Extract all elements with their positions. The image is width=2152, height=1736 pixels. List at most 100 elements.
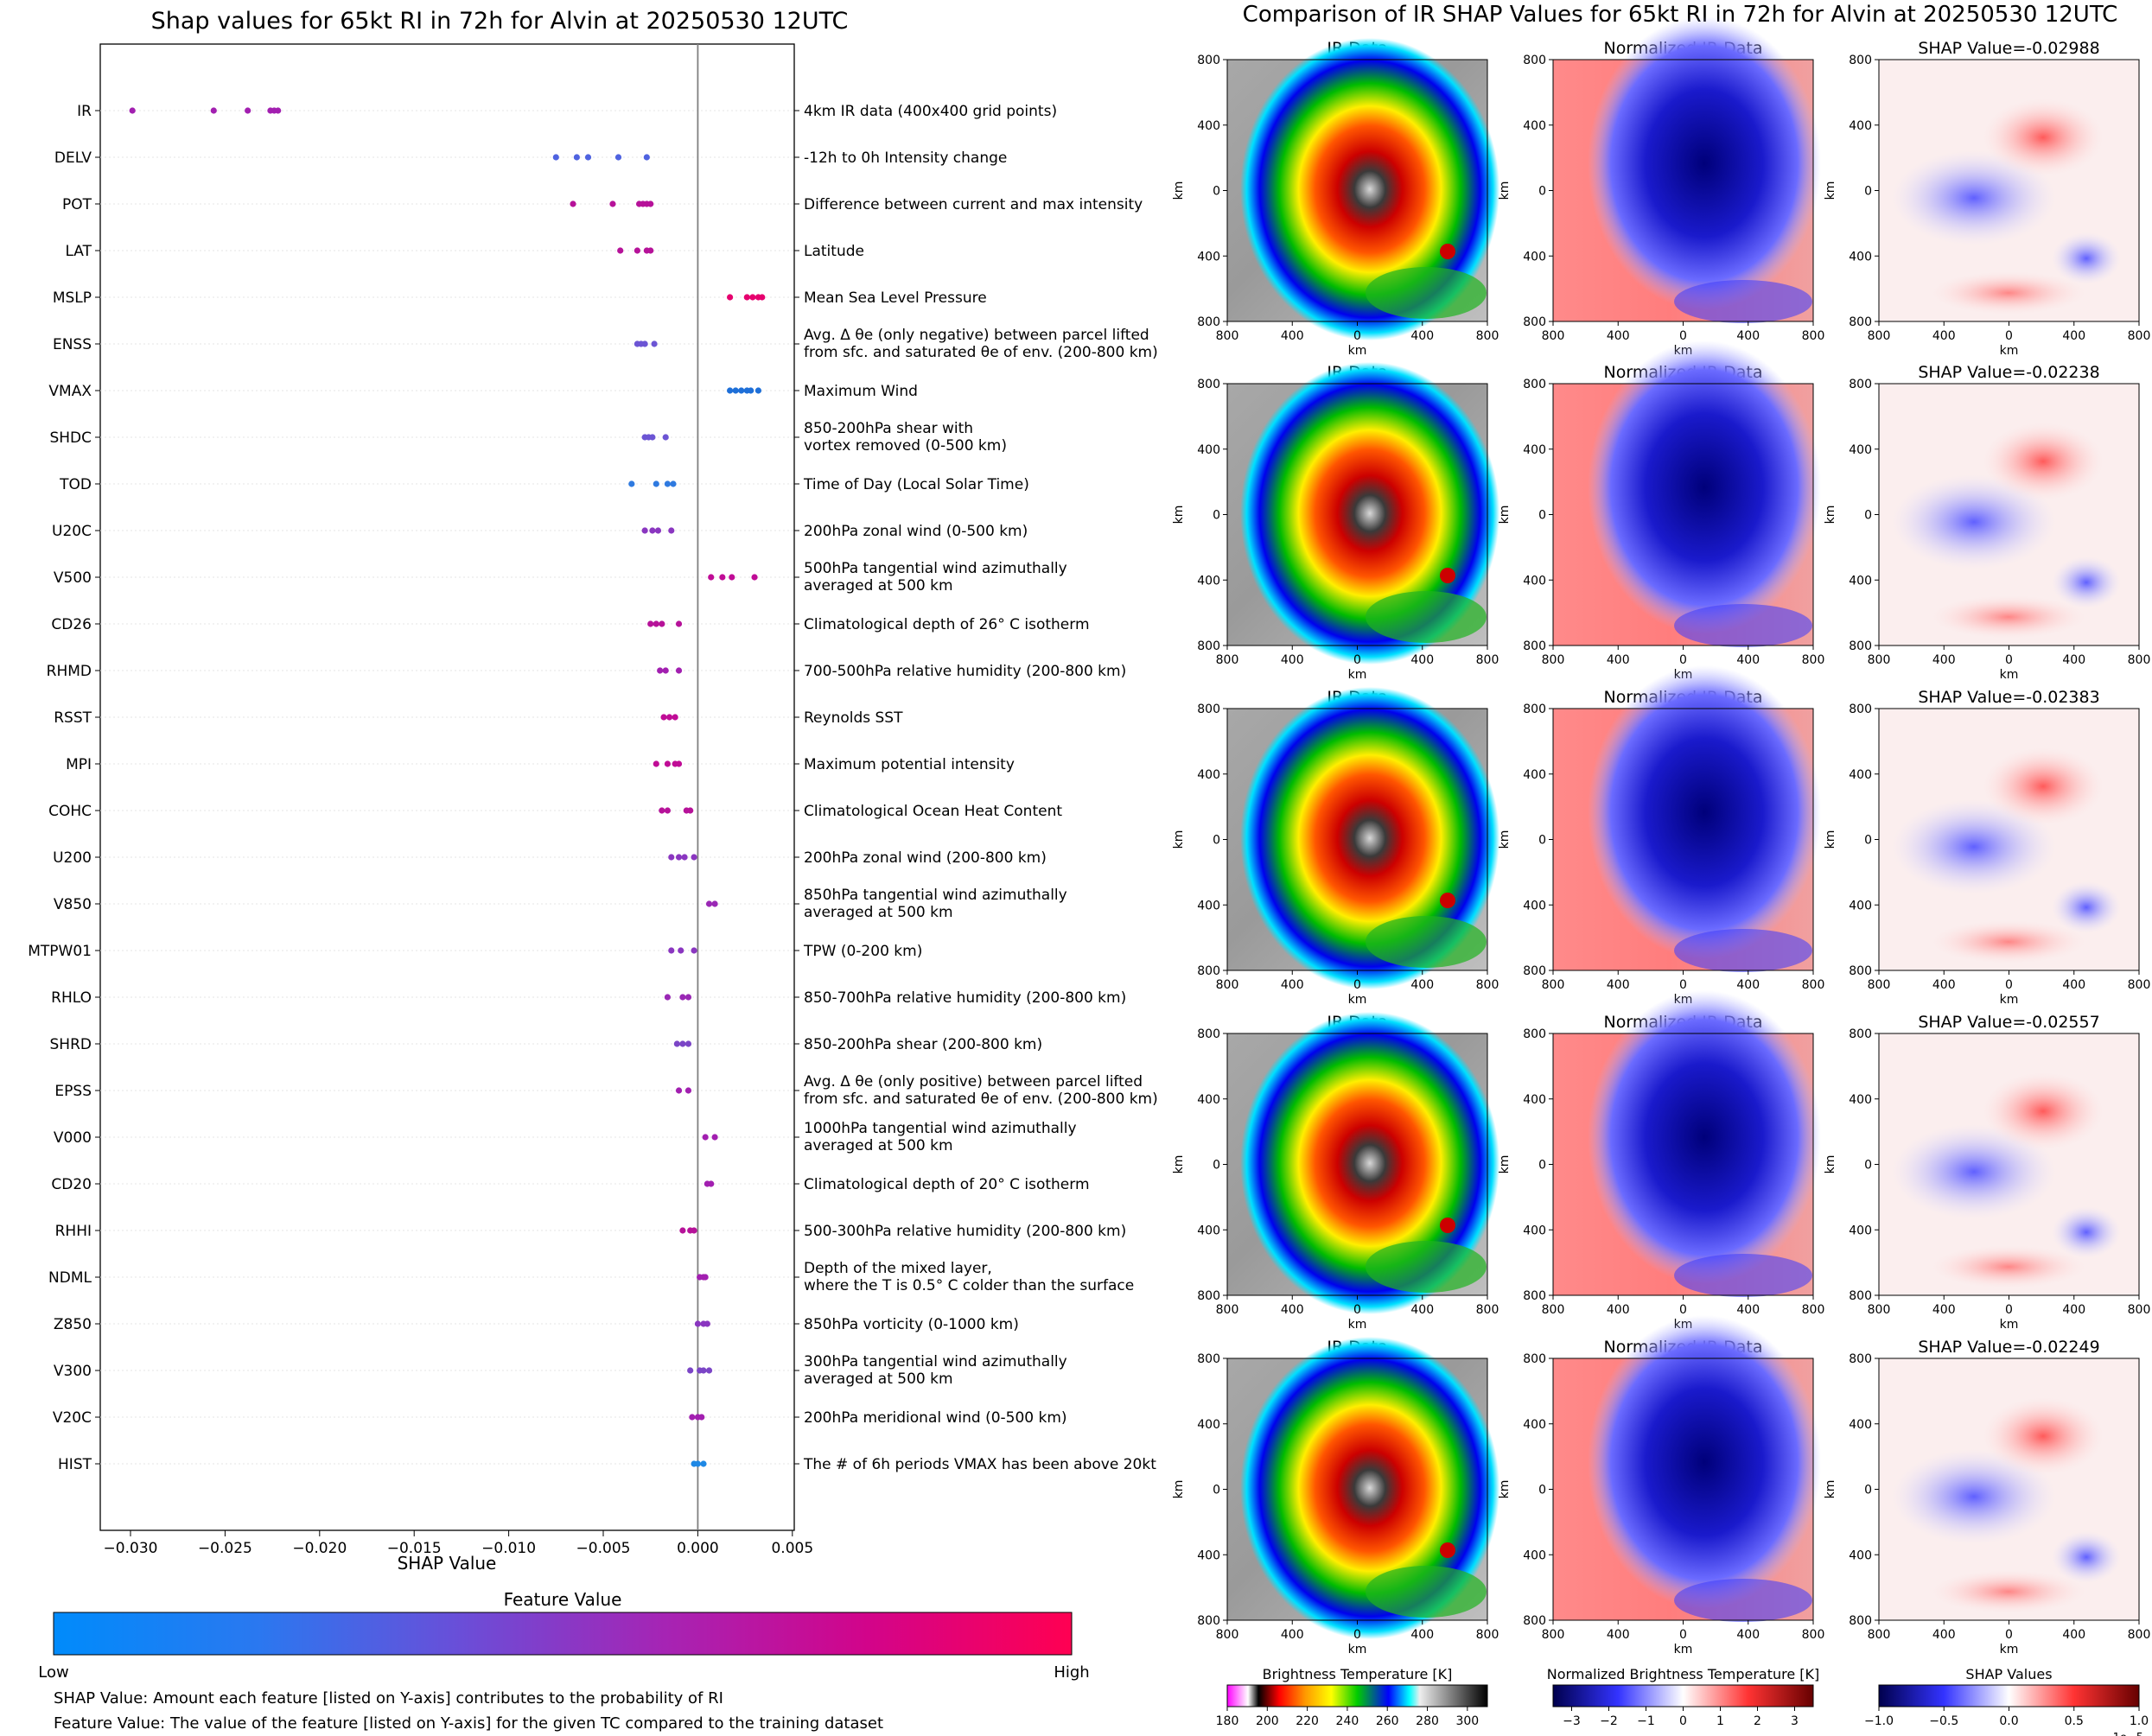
- panel-x-tick-label: 400: [1410, 978, 1434, 992]
- panel-y-tick-label: 800: [1523, 1614, 1546, 1628]
- panel-y-tick-label: 400: [1523, 443, 1546, 457]
- panel-y-tick-label: 400: [1197, 899, 1220, 913]
- feature-name-label: RHHI: [55, 1223, 92, 1240]
- feature-name-label: SHRD: [50, 1036, 92, 1053]
- panel-x-tick-label: 800: [1802, 653, 1825, 667]
- panel-title: SHAP Value=-0.02238: [1918, 363, 2099, 382]
- panel-colorbar: Brightness Temperature [K] 180 200 220 240 26…: [1216, 1666, 1488, 1728]
- panel-title: SHAP Value=-0.02557: [1918, 1013, 2099, 1032]
- shap-point: [651, 340, 658, 347]
- panel-y-label: km: [1824, 1480, 1837, 1499]
- shap-point: [727, 294, 734, 301]
- panel-y-tick-label: 400: [1523, 1548, 1546, 1562]
- shap-point: [748, 387, 754, 394]
- shap-points: [129, 107, 766, 1467]
- panel-x-tick-label: 400: [1736, 329, 1760, 343]
- panel-x-tick-label: 0: [1679, 1303, 1687, 1317]
- panel-x-tick-label: 400: [1410, 1628, 1434, 1642]
- shap-point: [584, 154, 592, 161]
- ir-cloud-band: [1366, 1241, 1487, 1293]
- panel-x-label: km: [2000, 1318, 2019, 1332]
- shap-point: [759, 294, 766, 301]
- panel-y-tick-label: 400: [1849, 1224, 1872, 1237]
- panel-y-tick-label: 800: [1849, 1289, 1872, 1303]
- panel-x-tick-label: 0: [1679, 1628, 1687, 1642]
- panel-x-tick-label: 800: [1216, 329, 1239, 343]
- panel-y-tick-label: 800: [1523, 1027, 1546, 1041]
- panel-x-tick-label: 0: [1679, 653, 1687, 667]
- feature-description-label: Maximum potential intensity: [804, 756, 1015, 773]
- feature-name-label: V300: [54, 1363, 92, 1380]
- colorbar-tick-label: 3: [1791, 1714, 1799, 1728]
- x-tick-label: 0.000: [677, 1540, 719, 1557]
- colorbar-gradient: [1878, 1684, 2140, 1707]
- panel-y-tick-label: 800: [1197, 639, 1220, 653]
- shap-point: [653, 620, 659, 627]
- feature-name-label: MPI: [66, 756, 92, 773]
- feature-name-label: POT: [62, 196, 92, 213]
- panel-y-tick-label: 400: [1197, 1224, 1220, 1237]
- panel-y-label: km: [1172, 830, 1186, 849]
- panel-y-tick-label: 0: [1864, 1159, 1872, 1173]
- shap-point: [675, 760, 683, 767]
- panel-y-tick-label: 400: [1849, 1548, 1872, 1562]
- panel-y-label: km: [1498, 181, 1512, 200]
- panel-x-tick-label: 400: [1932, 978, 1956, 992]
- panel-x-label: km: [2000, 668, 2019, 682]
- panel-y-tick-label: 800: [1523, 964, 1546, 978]
- feature-description-label: 850-200hPa shear (200-800 km): [804, 1036, 1042, 1053]
- normalized-ir-panel: Normalized IR Data8008004004000040040080…: [1498, 340, 1824, 682]
- feature-value-colorbar: Feature Value Low High: [38, 1589, 1089, 1682]
- feature-name-label: DELV: [54, 149, 92, 167]
- panel-x-label: km: [1348, 1318, 1367, 1332]
- feature-description-label: 4km IR data (400x400 grid points): [804, 103, 1057, 120]
- shap-negative-region: [1892, 1449, 2056, 1544]
- panel-x-tick-label: 400: [1736, 1303, 1760, 1317]
- feature-description-label: Latitude: [804, 243, 864, 260]
- shap-negative-region: [2052, 1531, 2121, 1583]
- panel-x-tick-label: 400: [1281, 978, 1304, 992]
- colorbar-tick-label: 2: [1754, 1714, 1761, 1728]
- shap-point: [684, 1040, 692, 1047]
- shap-point: [570, 200, 576, 207]
- feature-name-label: IR: [77, 103, 92, 120]
- colorbar-tick-label: −3: [1563, 1714, 1581, 1728]
- feature-name-label: CD20: [51, 1176, 92, 1193]
- panel-y-tick-label: 0: [1213, 185, 1220, 199]
- panel-y-tick-label: 0: [1864, 1484, 1872, 1498]
- panel-y-tick-label: 800: [1197, 964, 1220, 978]
- panel-x-tick-label: 800: [1542, 1303, 1565, 1317]
- feature-name-label: COHC: [48, 803, 92, 820]
- feature-name-label: SHDC: [49, 429, 92, 447]
- panel-y-tick-label: 400: [1849, 250, 1872, 264]
- shap-point: [641, 527, 648, 534]
- shap-positive-region: [1931, 920, 2086, 963]
- feature-name-label: U200: [53, 849, 92, 867]
- panel-y-tick-label: 400: [1197, 768, 1220, 782]
- shap-point: [659, 807, 665, 814]
- shap-point: [694, 1320, 702, 1327]
- panel-y-tick-label: 400: [1523, 1093, 1546, 1107]
- colorbar-title: Feature Value: [504, 1589, 622, 1610]
- normalized-storm-cloud: [1588, 1315, 1821, 1609]
- feature-description-label: averaged at 500 km: [804, 1137, 953, 1154]
- shap-positive-region: [1983, 423, 2104, 500]
- panel-y-tick-label: 0: [1864, 834, 1872, 848]
- shap-point: [662, 434, 669, 441]
- feature-name-label: MTPW01: [28, 943, 92, 960]
- shap-point: [681, 854, 688, 861]
- shap-point: [668, 854, 675, 861]
- shap-negative-region: [1892, 799, 2056, 894]
- shap-point: [702, 1274, 709, 1281]
- panel-y-tick-label: 400: [1523, 1224, 1546, 1237]
- shap-point: [743, 294, 750, 301]
- panel-y-tick-label: 800: [1197, 54, 1220, 67]
- feature-name-label: V000: [54, 1129, 92, 1147]
- shap-point: [664, 807, 672, 814]
- panel-x-tick-label: 400: [2062, 1303, 2085, 1317]
- feature-description-label: 850hPa tangential wind azimuthally: [804, 887, 1067, 904]
- normalized-ir-panel: Normalized IR Data8008004004000040040080…: [1498, 665, 1824, 1007]
- shap-point: [711, 900, 718, 907]
- panel-x-tick-label: 0: [1353, 978, 1361, 992]
- panel-y-tick-label: 0: [1538, 1159, 1546, 1173]
